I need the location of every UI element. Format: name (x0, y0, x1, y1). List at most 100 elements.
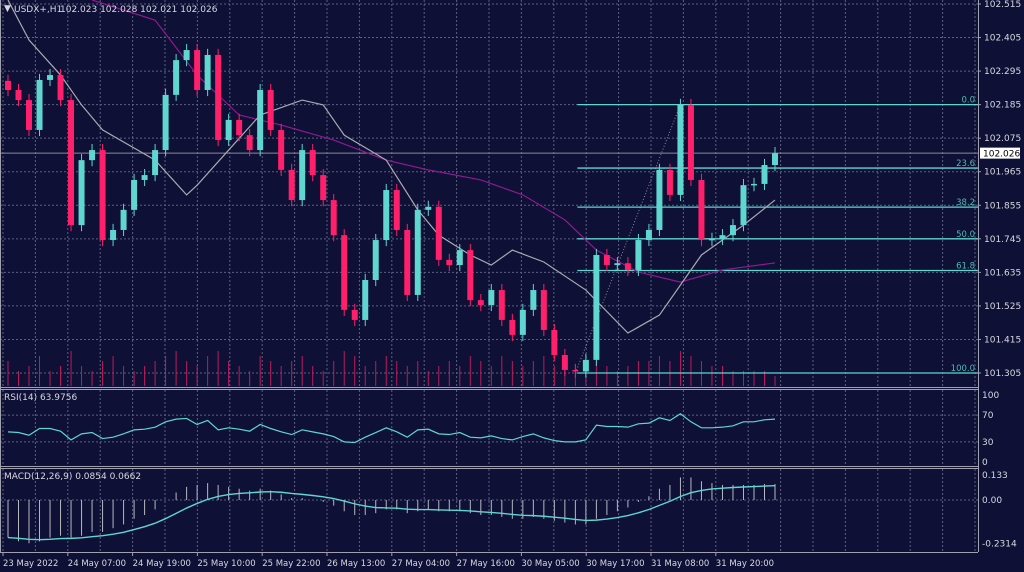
price-tick-label: 101.635 (984, 268, 1021, 278)
candle (383, 183, 390, 247)
candle (299, 143, 306, 207)
candle (215, 48, 222, 147)
collapse-arrow-icon[interactable]: ▼ (4, 4, 11, 14)
candle (509, 313, 516, 341)
candles (5, 43, 778, 378)
price-tick-label: 101.745 (984, 235, 1021, 245)
candle-body (719, 235, 726, 239)
price-axis: 102.515 102.405 102.295 102.185 102.075 101.9… (978, 0, 1021, 549)
price-tick-label: 102.185 (984, 101, 1021, 111)
candle-body (78, 160, 85, 226)
candle-body (68, 100, 75, 226)
time-tick-label: 24 May 19:00 (133, 559, 191, 569)
candle (677, 98, 684, 202)
candle (603, 248, 610, 272)
candle (194, 43, 201, 97)
fib-level-label: 23.6 (956, 159, 975, 169)
candle (330, 193, 337, 242)
candle (68, 93, 75, 232)
ma-fast-line (7, 0, 776, 334)
rsi-tick-label: 0 (982, 458, 988, 468)
time-tick-label: 23 May 2022 (3, 559, 58, 569)
candle (267, 83, 274, 137)
candle-body (236, 119, 243, 136)
candle-body (330, 200, 337, 236)
candle (467, 244, 474, 307)
candle-body (57, 75, 64, 101)
price-tick-label: 101.965 (984, 168, 1021, 178)
candle (47, 68, 54, 87)
candle (519, 303, 526, 341)
candle (36, 73, 43, 137)
candle (708, 232, 715, 247)
candle (740, 179, 747, 232)
candle (173, 54, 180, 101)
candle (498, 283, 505, 327)
candle (540, 283, 547, 337)
candle-body (246, 135, 253, 151)
candle-body (477, 300, 484, 305)
candle-body (110, 229, 117, 241)
candle-body (26, 100, 33, 130)
grid (0, 0, 978, 552)
candle-body (435, 206, 442, 260)
candle-body (635, 240, 642, 270)
candle-body (593, 254, 600, 360)
candle (351, 303, 358, 327)
candle (309, 143, 316, 182)
fib-level-label: 38.2 (956, 198, 975, 208)
candle (57, 68, 64, 107)
candle-body (446, 259, 453, 266)
candle (225, 113, 232, 147)
candle-body (309, 150, 316, 176)
fib-level-label: 61.8 (956, 262, 975, 272)
candle (435, 200, 442, 266)
candle-body (15, 89, 22, 101)
candle-body (320, 175, 327, 201)
price-tick-label: 102.295 (984, 67, 1021, 77)
rsi-title: RSI(14) 63.9756 (4, 393, 77, 403)
fib-level-label: 100.0 (951, 364, 975, 374)
candle-body (540, 290, 547, 331)
current-price-box (980, 147, 1020, 159)
candle-body (729, 225, 736, 236)
candle-body (99, 150, 106, 241)
candle (772, 147, 778, 172)
candle (530, 283, 537, 316)
candle-body (467, 250, 474, 301)
candle-body (761, 165, 768, 184)
candle-body (509, 319, 516, 335)
candle (645, 223, 652, 247)
candle (404, 223, 411, 302)
candle-body (267, 89, 274, 130)
candle (362, 273, 369, 327)
candle-body (5, 80, 11, 90)
candle (141, 168, 148, 187)
time-tick-label: 26 May 13:00 (327, 559, 385, 569)
candle (341, 229, 348, 316)
candle (152, 143, 159, 182)
time-tick-label: 27 May 04:00 (392, 559, 450, 569)
candle-body (772, 153, 778, 166)
candle (393, 183, 400, 237)
time-tick-label: 30 May 17:00 (586, 559, 644, 569)
candle-body (299, 150, 306, 201)
candle-body (215, 54, 222, 141)
candle-body (750, 183, 757, 186)
macd-signal-line (7, 484, 776, 541)
candle-body (89, 150, 96, 161)
fibonacci-retracement[interactable]: 0.0 23.6 38.2 50.0 61.8 100.0 (574, 96, 978, 374)
candle-body (173, 60, 180, 95)
time-tick-label: 31 May 20:00 (716, 559, 774, 569)
candle-body (414, 209, 421, 295)
candle (120, 203, 127, 237)
candle (687, 98, 694, 187)
price-tick-label: 101.855 (984, 201, 1021, 211)
time-tick-label: 25 May 22:00 (262, 559, 320, 569)
candle-body (456, 250, 463, 266)
candle-body (551, 330, 558, 356)
candle-body (278, 129, 285, 170)
macd-panel (7, 477, 776, 544)
panel-borders (0, 0, 979, 553)
